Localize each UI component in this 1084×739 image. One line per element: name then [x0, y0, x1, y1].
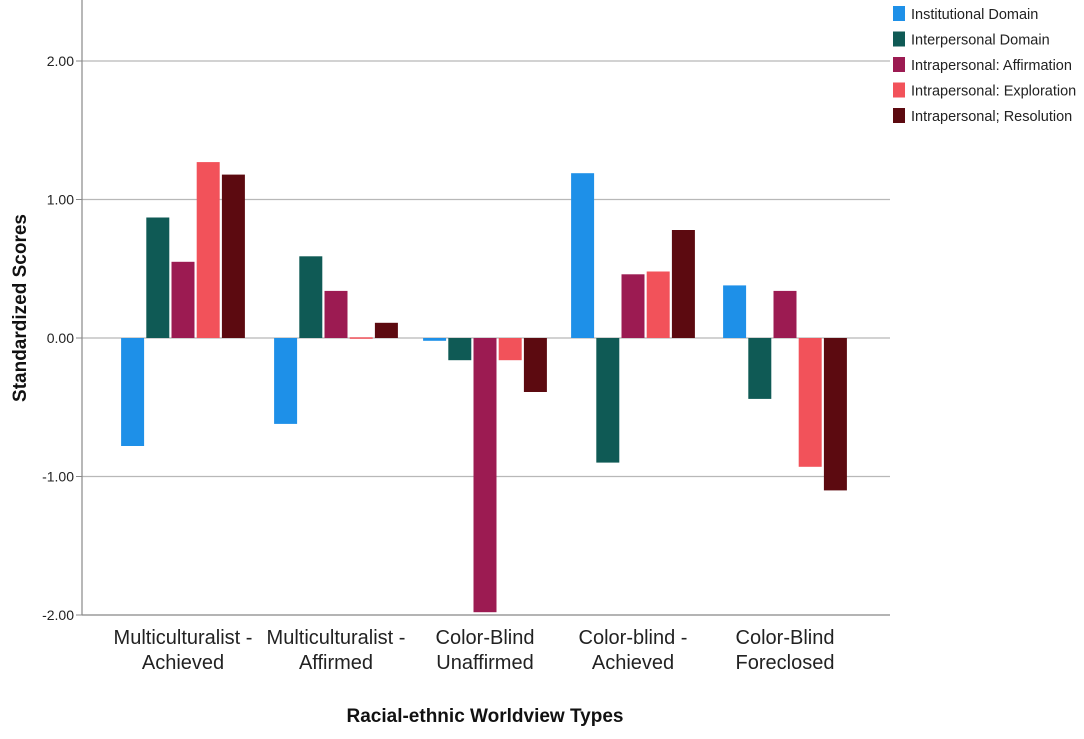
- legend-label: Institutional Domain: [911, 7, 1038, 23]
- bar: [274, 338, 298, 424]
- legend-label: Intrapersonal; Resolution: [911, 109, 1072, 125]
- bar: [196, 162, 220, 338]
- x-tick-label: Multiculturalist -Achieved: [114, 627, 253, 674]
- y-tick-label: -2.00: [42, 607, 74, 623]
- x-axis-title: Racial-ethnic Worldview Types: [347, 706, 624, 727]
- legend-swatch: [893, 82, 905, 98]
- bar: [523, 338, 547, 392]
- bar: [748, 338, 772, 399]
- bar: [349, 337, 373, 339]
- bar: [299, 256, 323, 338]
- legend-label: Intrapersonal: Affirmation: [911, 58, 1072, 74]
- legend-swatch: [893, 6, 905, 21]
- bar: [798, 338, 822, 467]
- bar: [571, 173, 595, 338]
- legend-label: Intrapersonal: Exploration: [911, 84, 1076, 100]
- axes: 2.00 1.00 0.00 -1.00 -2.00 Multiculturalist -…: [42, 0, 890, 674]
- bar: [171, 261, 195, 338]
- y-tick-label: 1.00: [47, 192, 74, 208]
- x-tick-label: Color-blind -Achieved: [579, 627, 688, 674]
- x-tick-label: Multiculturalist -Affirmed: [267, 627, 406, 674]
- bar: [146, 217, 170, 338]
- bar: [723, 285, 747, 338]
- bar: [596, 338, 620, 463]
- bar: [423, 338, 447, 341]
- legend-label: Interpersonal Domain: [911, 33, 1050, 49]
- x-tick-label: Color-Blind Foreclosed: [736, 627, 835, 674]
- bar: [374, 322, 398, 338]
- y-tick-label: 0.00: [47, 330, 74, 346]
- legend-swatch: [893, 57, 905, 72]
- bar: [823, 338, 847, 491]
- bar: [221, 174, 245, 338]
- y-tick-label: -1.00: [42, 469, 74, 485]
- bar: [473, 338, 497, 613]
- legend-swatch: [893, 108, 905, 123]
- bar: [671, 230, 695, 338]
- x-tick-label: Color-Blind Unaffirmed: [436, 627, 535, 674]
- bar: [646, 271, 670, 338]
- bar: [324, 290, 348, 338]
- y-axis-title: Standardized Scores: [10, 214, 31, 402]
- legend: Institutional Domain Interpersonal Domain…: [893, 6, 1076, 125]
- bar: [121, 338, 145, 446]
- bar: [448, 338, 472, 361]
- bar: [621, 274, 645, 338]
- bars: [121, 162, 847, 613]
- legend-swatch: [893, 31, 905, 47]
- bar: [773, 290, 797, 338]
- y-tick-label: 2.00: [47, 53, 74, 69]
- bar: [498, 338, 522, 361]
